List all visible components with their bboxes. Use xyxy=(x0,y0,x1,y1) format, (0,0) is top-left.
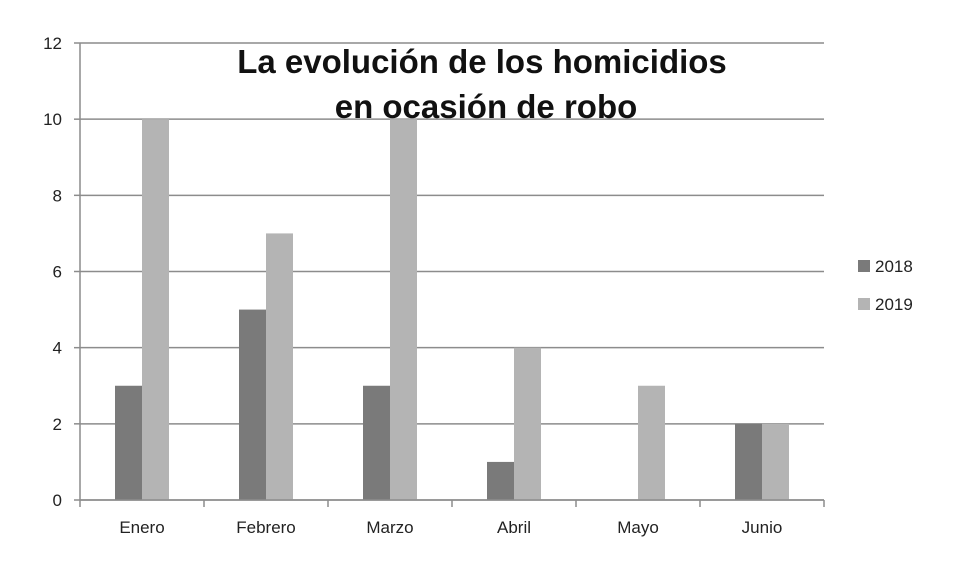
bar-2018-abril xyxy=(487,461,514,500)
y-tick-label: 4 xyxy=(53,339,62,358)
bar-2019-abril xyxy=(514,347,541,500)
legend-label-2019: 2019 xyxy=(875,295,913,314)
legend-swatch-2018 xyxy=(858,260,870,272)
bar-2018-febrero xyxy=(239,309,266,500)
x-tick-label: Junio xyxy=(742,518,783,537)
axes xyxy=(79,43,825,507)
bars xyxy=(115,119,789,501)
y-tick-label: 12 xyxy=(43,34,62,53)
y-tick-label: 8 xyxy=(53,186,62,205)
bar-2018-junio xyxy=(735,423,762,500)
bar-2019-junio xyxy=(762,423,789,500)
gridlines xyxy=(74,42,824,501)
y-tick-labels: 0 2 4 6 8 10 12 xyxy=(43,34,62,510)
y-tick-label: 0 xyxy=(53,491,62,510)
bar-2018-enero xyxy=(115,385,142,500)
x-tick-label: Enero xyxy=(119,518,164,537)
chart-title-line-2: en ocasión de robo xyxy=(335,88,638,125)
y-tick-label: 6 xyxy=(53,263,62,282)
bar-2019-febrero xyxy=(266,233,293,500)
x-tick-labels: Enero Febrero Marzo Abril Mayo Junio xyxy=(119,518,782,537)
bar-2018-marzo xyxy=(363,385,390,500)
legend-label-2018: 2018 xyxy=(875,257,913,276)
x-tick-label: Marzo xyxy=(366,518,413,537)
x-tick-label: Mayo xyxy=(617,518,659,537)
chart-title-line-1: La evolución de los homicidios xyxy=(237,43,727,80)
bar-2019-mayo xyxy=(638,385,665,500)
legend: 2018 2019 xyxy=(858,257,913,314)
bar-2019-enero xyxy=(142,119,169,501)
bar-2019-marzo xyxy=(390,119,417,501)
y-tick-label: 10 xyxy=(43,110,62,129)
legend-swatch-2019 xyxy=(858,298,870,310)
y-tick-label: 2 xyxy=(53,415,62,434)
x-tick-label: Febrero xyxy=(236,518,296,537)
x-tick-label: Abril xyxy=(497,518,531,537)
